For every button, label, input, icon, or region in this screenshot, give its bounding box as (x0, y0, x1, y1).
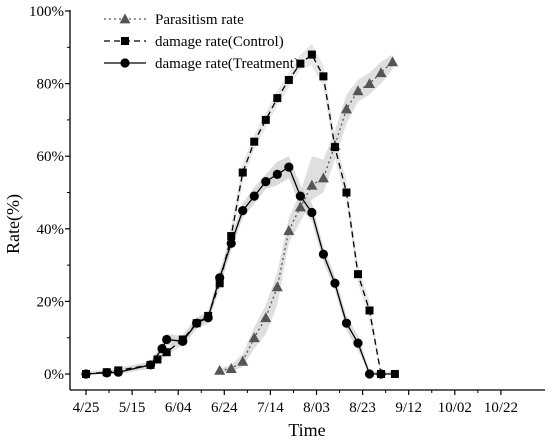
parasitism-rate-point (248, 332, 260, 343)
x-tick-label: 4/25 (73, 400, 100, 416)
legend-damage-rate-treatment-marker (120, 58, 130, 68)
parasitism-rate-point (283, 225, 295, 236)
legend-damage-rate-control-label: damage rate(Control) (155, 34, 284, 50)
parasitism-rate-band (219, 54, 393, 373)
damage-rate-control-point (353, 270, 362, 279)
damage-rate-treatment-point (376, 369, 386, 379)
y-tick-label: 20% (37, 294, 65, 310)
damage-rate-treatment-point (307, 207, 317, 218)
parasitism-rate-point (294, 201, 306, 212)
legend: Parasitism rate damage rate(Control) damag… (104, 12, 299, 72)
damage-rate-control-point (342, 188, 351, 197)
y-axis-title: Rate(%) (3, 194, 24, 254)
damage-rate-treatment-point (113, 367, 123, 377)
damage-rate-treatment-band (86, 156, 381, 374)
damage-rate-control-point (215, 279, 224, 288)
legend-damage-rate-control-marker (121, 37, 129, 45)
damage-rate-treatment-point (81, 369, 91, 379)
y-tick-label: 0% (44, 367, 64, 383)
damage-rate-control-point (227, 232, 236, 241)
damage-rate-control-point (284, 75, 293, 84)
damage-rate-control-point (238, 168, 247, 177)
x-tick-label: 8/03 (303, 400, 330, 416)
damage-rate-control-point (162, 348, 171, 357)
y-tick-label: 80% (37, 77, 65, 93)
parasitism-rate-point (260, 312, 272, 323)
x-tick-label: 6/24 (211, 400, 238, 416)
parasitism-rate-point (340, 103, 352, 114)
damage-rate-treatment-point (215, 273, 225, 283)
damage-rate-treatment-point (145, 360, 156, 370)
damage-rate-treatment-point (203, 313, 213, 323)
parasitism-rate-point (306, 179, 318, 190)
y-tick-label: 40% (37, 222, 65, 238)
parasitism-rate-point (214, 364, 226, 375)
damage-rate-treatment-point (341, 318, 352, 328)
damage-rate-treatment-point (226, 238, 236, 248)
x-tick-label: 5/15 (119, 400, 146, 416)
damage-rate-control-point (261, 115, 270, 124)
x-tick-label: 6/04 (165, 400, 192, 416)
damage-rate-treatment-point (249, 191, 259, 201)
damage-rate-control-point (319, 72, 328, 81)
parasitism-rate-point (225, 363, 237, 373)
damage-rate-control-point (250, 137, 259, 146)
damage-rate-control-point (330, 143, 339, 152)
parasitism-rate-point (237, 355, 249, 366)
axes: 0% 20% 40% 60% 80% 100% 4/25 5/15 6/04 6/24 7/14 8/… (29, 4, 545, 416)
parasitism-rate-line (219, 61, 394, 372)
parasitism-rate-point (364, 78, 376, 88)
damage-rate-control-point (296, 59, 305, 68)
damage-rate-treatment-point (353, 338, 363, 348)
damage-rate-treatment-point (238, 206, 248, 216)
damage-rate-treatment-point (192, 318, 202, 328)
y-tick-label: 60% (37, 149, 65, 165)
parasitism-rate-point (271, 281, 283, 292)
damage-rate-treatment-point (318, 249, 329, 259)
parasitism-rate-point (387, 56, 399, 67)
damage-rate-treatment-point (364, 369, 375, 379)
parasitism-rate-point (317, 172, 329, 183)
x-tick-label: 10/22 (484, 400, 518, 416)
legend-parasitism-rate-label: Parasitism rate (155, 12, 244, 28)
damage-rate-treatment-point (261, 177, 271, 187)
y-tick-label: 100% (29, 4, 64, 20)
damage-rate-control-point (153, 355, 162, 364)
x-axis-title: Time (288, 420, 325, 440)
damage-rate-treatment-point (102, 368, 112, 378)
damage-rate-control-point (390, 370, 399, 378)
damage-rate-treatment-point (330, 278, 340, 288)
legend-parasitism-rate-marker (119, 13, 131, 24)
x-tick-label: 9/12 (395, 400, 422, 416)
damage-rate-treatment-point (272, 169, 282, 179)
parasitism-rate-point (375, 67, 387, 78)
damage-rate-control-point (307, 50, 316, 59)
parasitism-rate-point (352, 85, 364, 96)
damage-rate-control-point (365, 306, 374, 315)
x-tick-label: 7/14 (257, 400, 284, 416)
legend-damage-rate-treatment-label: damage rate(Treatment) (155, 56, 299, 72)
damage-rate-treatment-point (157, 343, 167, 354)
confidence-bands (86, 43, 395, 374)
damage-rate-control-point (273, 94, 282, 103)
damage-rate-treatment-point (284, 162, 294, 172)
x-tick-label: 10/02 (438, 400, 472, 416)
damage-rate-treatment-point (162, 334, 172, 345)
x-tick-label: 8/23 (349, 400, 376, 416)
damage-rate-treatment-point (178, 336, 188, 346)
damage-rate-treatment-point (295, 191, 305, 201)
damage-rate-treatment-line (85, 166, 381, 375)
series-markers (81, 50, 399, 379)
